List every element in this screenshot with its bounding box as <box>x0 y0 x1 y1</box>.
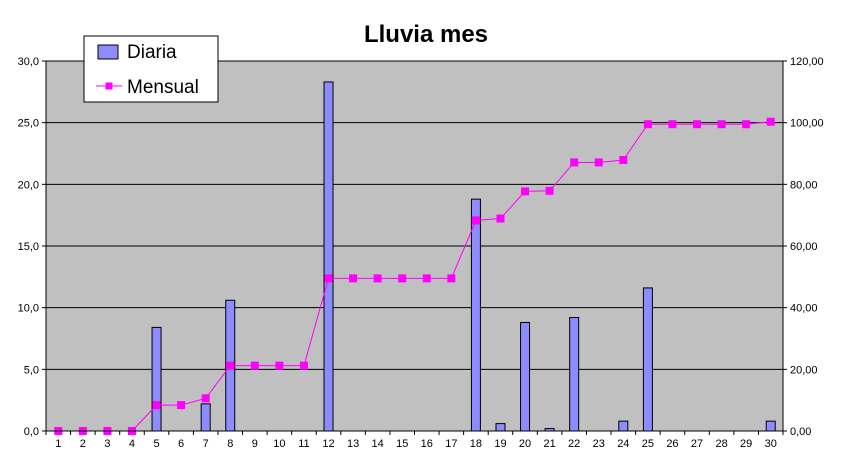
right-tick-label: 80,00 <box>790 179 818 191</box>
monthly-point-17 <box>447 274 456 283</box>
bar-day-30 <box>765 420 776 432</box>
legend: Diaria Mensual <box>83 35 219 103</box>
monthly-point-12 <box>324 274 333 283</box>
x-tick-label: 7 <box>203 438 209 450</box>
x-tick-label: 28 <box>715 438 727 450</box>
x-tick-label: 18 <box>470 438 482 450</box>
bar-day-19 <box>495 423 506 432</box>
monthly-point-11 <box>299 361 308 370</box>
monthly-series-line <box>58 121 771 432</box>
monthly-point-8 <box>226 361 235 370</box>
x-tick-label: 13 <box>347 438 359 450</box>
monthly-point-18 <box>471 216 480 225</box>
monthly-point-26 <box>668 120 677 129</box>
monthly-point-5 <box>152 401 161 410</box>
x-tick-label: 6 <box>178 438 184 450</box>
x-tick-label: 5 <box>153 438 159 450</box>
monthly-point-6 <box>177 401 186 410</box>
monthly-point-19 <box>496 214 505 223</box>
right-tick-label: 60,00 <box>790 241 818 253</box>
monthly-point-23 <box>594 158 603 167</box>
right-tick-label: 40,00 <box>790 303 818 315</box>
left-tick-label: 20,0 <box>18 179 39 191</box>
monthly-point-30 <box>766 117 775 126</box>
x-tick-label: 10 <box>273 438 285 450</box>
chart-title: Lluvia mes <box>364 21 488 48</box>
x-tick-label: 14 <box>372 438 384 450</box>
x-tick-label: 4 <box>129 438 135 450</box>
monthly-point-28 <box>717 120 726 129</box>
x-tick-label: 16 <box>421 438 433 450</box>
x-tick-label: 11 <box>298 438 309 450</box>
monthly-point-22 <box>570 158 579 167</box>
x-tick-label: 30 <box>765 438 777 450</box>
x-tick-label: 21 <box>543 438 555 450</box>
legend-label-diaria: Diaria <box>127 42 177 63</box>
right-tick-label: 120,00 <box>790 56 824 68</box>
x-tick-label: 2 <box>80 438 86 450</box>
x-tick-label: 29 <box>740 438 752 450</box>
axes: 0,0 0,00 5,0 20,00 10,0 40,00 15,0 60,00 20,0 80,… <box>18 56 824 450</box>
left-tick-label: 25,0 <box>18 118 39 130</box>
bar-day-22 <box>569 317 580 432</box>
monthly-point-13 <box>349 274 358 283</box>
monthly-point-15 <box>398 274 407 283</box>
x-tick-label: 15 <box>396 438 408 450</box>
left-tick-label: 30,0 <box>18 56 39 68</box>
bar-day-20 <box>520 321 531 432</box>
x-tick-label: 1 <box>55 438 61 450</box>
monthly-point-16 <box>422 274 431 283</box>
x-tick-label: 25 <box>642 438 654 450</box>
monthly-point-21 <box>545 186 554 195</box>
monthly-point-27 <box>693 120 702 129</box>
right-tick-label: 20,00 <box>790 364 818 376</box>
x-tick-label: 24 <box>617 438 629 450</box>
monthly-point-9 <box>250 361 259 370</box>
x-tick-label: 27 <box>691 438 703 450</box>
x-tick-label: 20 <box>519 438 531 450</box>
x-tick-label: 17 <box>445 438 457 450</box>
left-tick-label: 5,0 <box>24 364 39 376</box>
monthly-point-20 <box>521 187 530 196</box>
x-tick-label: 22 <box>568 438 580 450</box>
bar-day-12 <box>323 81 334 432</box>
x-tick-label: 26 <box>666 438 678 450</box>
bar-day-25 <box>642 287 653 432</box>
monthly-point-24 <box>619 155 628 164</box>
x-tick-label: 23 <box>593 438 605 450</box>
monthly-point-7 <box>201 394 210 403</box>
x-tick-label: 8 <box>227 438 233 450</box>
bar-day-18 <box>470 198 481 432</box>
x-tick-label: 3 <box>104 438 110 450</box>
legend-line-marker <box>105 82 113 90</box>
right-tick-label: 0,00 <box>790 426 811 438</box>
x-tick-label: 12 <box>322 438 334 450</box>
legend-bar-swatch <box>97 44 119 60</box>
monthly-point-29 <box>742 120 751 129</box>
x-tick-label: 19 <box>494 438 506 450</box>
left-tick-label: 10,0 <box>18 303 39 315</box>
legend-label-mensual: Mensual <box>127 77 199 98</box>
bar-day-5 <box>151 326 162 432</box>
left-tick-label: 15,0 <box>18 241 39 253</box>
monthly-point-25 <box>643 120 652 129</box>
bar-day-7 <box>200 403 211 432</box>
x-tick-label: 9 <box>252 438 258 450</box>
monthly-point-14 <box>373 274 382 283</box>
bar-day-24 <box>618 420 629 432</box>
left-tick-label: 0,0 <box>24 426 39 438</box>
monthly-point-10 <box>275 361 284 370</box>
right-tick-label: 100,00 <box>790 118 824 130</box>
